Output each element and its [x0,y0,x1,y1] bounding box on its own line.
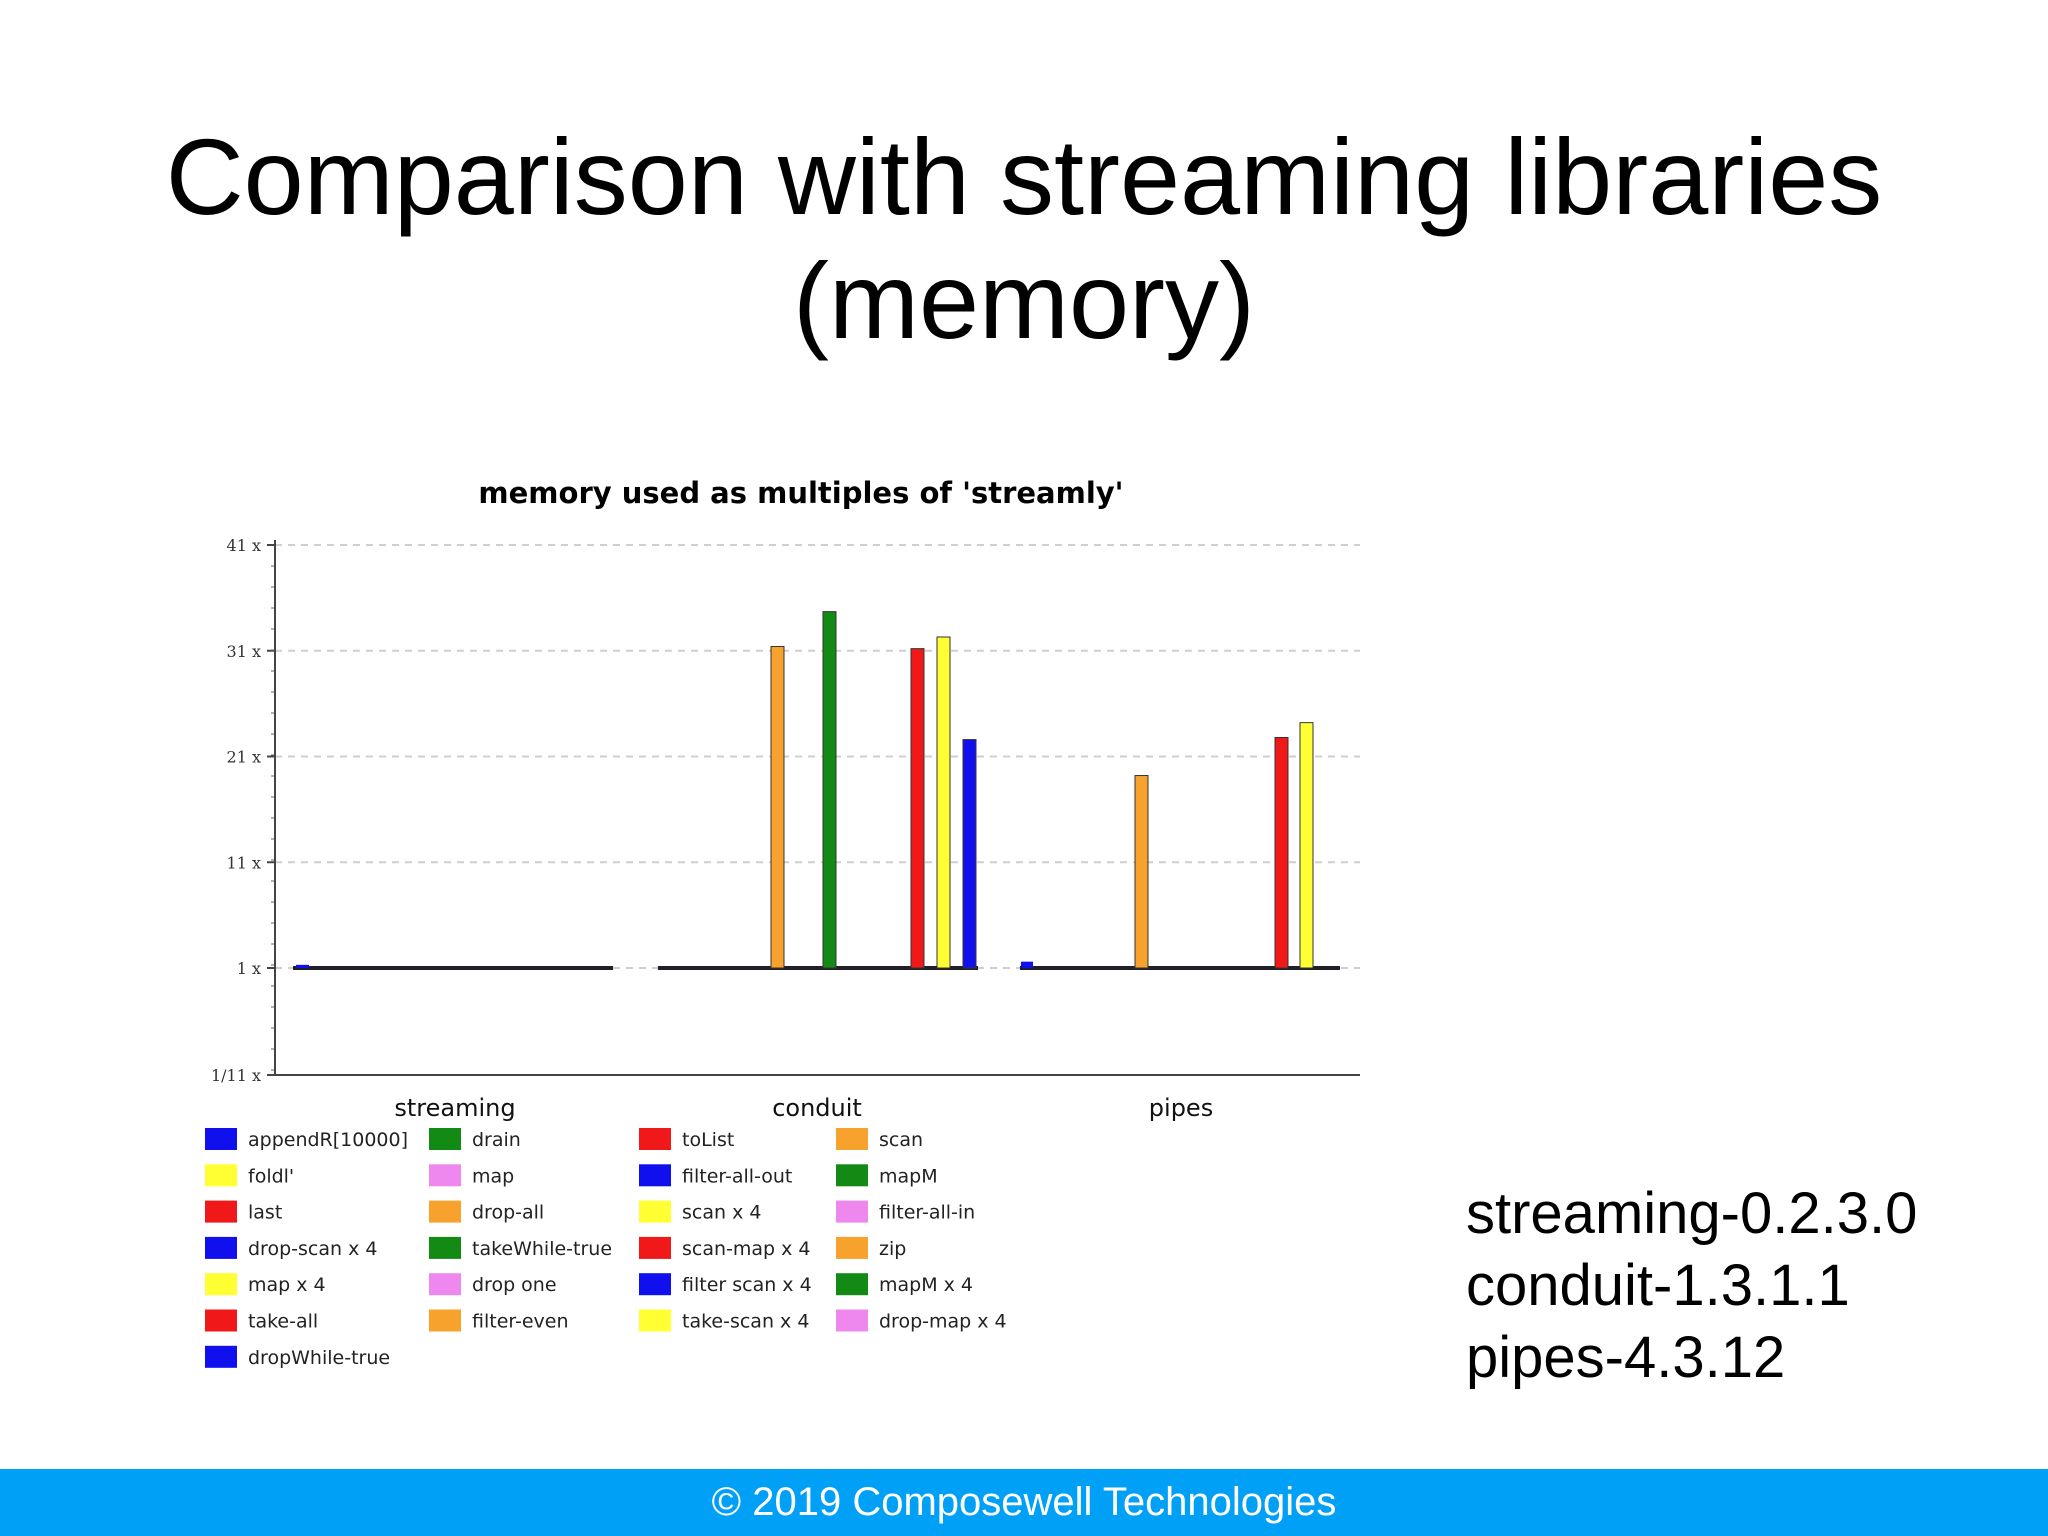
y-tick-label: 41 x [227,536,261,555]
legend-label: mapM x 4 [879,1274,973,1296]
slide-title-line-1: Comparison with streaming libraries [165,116,1883,237]
legend-swatch [429,1236,461,1259]
y-axis: 1/11 x 1 x 11 x 21 x 31 x 41 x [211,536,1360,1085]
legend-label: appendR[10000] [248,1129,408,1151]
legend-label: filter-all-out [682,1165,792,1187]
legend-label: map x 4 [248,1274,326,1296]
legend-label: drop-all [472,1202,544,1224]
baseline-bar-cluster [1020,966,1340,970]
bar [1134,775,1149,969]
legend-label: foldl' [248,1165,294,1187]
legend-label: filter scan x 4 [682,1274,812,1296]
legend-swatch [205,1273,237,1296]
legend-label: takeWhile-true [472,1238,612,1260]
legend: appendR[10000] drain toList scan foldl' map fi… [205,1128,1007,1369]
legend-label: mapM [879,1165,938,1187]
library-versions: streaming-0.2.3.0 conduit-1.3.1.1 pipes-… [1466,1178,1917,1394]
legend-label: map [472,1165,514,1187]
y-tick-label: 1/11 x [211,1066,261,1085]
legend-label: filter-even [472,1311,569,1333]
bar [770,646,785,969]
slide-title-line-2: (memory) [793,240,1255,361]
bar [1299,722,1314,969]
legend-swatch [205,1345,237,1368]
x-axis-category-labels: streaming conduit pipes [394,1094,1213,1122]
baseline-bar-cluster [293,966,613,970]
baseline-bar-cluster [658,966,978,970]
legend-swatch [836,1128,868,1150]
legend-swatch [429,1200,461,1223]
legend-label: scan [879,1129,923,1151]
bar [910,648,925,969]
grid-lines [275,544,1360,969]
category-label: conduit [772,1094,862,1122]
category-label: pipes [1149,1094,1213,1122]
legend-label: drop-scan x 4 [248,1238,377,1260]
legend-swatch [639,1200,671,1223]
legend-swatch [429,1273,461,1296]
legend-swatch [429,1164,461,1187]
legend-label: dropWhile-true [248,1347,390,1369]
bar [1021,961,1033,968]
copyright-footer: © 2019 Composewell Technologies [0,1469,2048,1536]
slide-title: Comparison with streaming libraries (mem… [0,115,2048,363]
version-conduit: conduit-1.3.1.1 [1466,1253,1850,1318]
legend-swatch [429,1128,461,1150]
legend-label: toList [682,1129,734,1151]
legend-label: drop-map x 4 [879,1311,1007,1333]
y-tick-label: 31 x [227,642,261,661]
bar [296,964,309,968]
bar [822,611,837,969]
y-tick-label: 1 x [237,959,261,978]
category-label: streaming [394,1094,515,1122]
legend-label: drain [472,1129,521,1151]
version-pipes: pipes-4.3.12 [1466,1325,1786,1390]
legend-swatch [205,1200,237,1223]
legend-label: zip [879,1238,906,1260]
bar [1274,736,1289,969]
legend-swatch [205,1128,237,1150]
legend-label: scan-map x 4 [682,1238,811,1260]
legend-swatch [639,1309,671,1332]
bar [962,739,977,969]
legend-label: last [248,1202,282,1224]
legend-swatch [639,1273,671,1296]
version-streaming: streaming-0.2.3.0 [1466,1181,1918,1246]
bar [936,636,951,969]
legend-label: scan x 4 [682,1202,761,1224]
legend-swatch [429,1309,461,1332]
legend-swatch [639,1164,671,1187]
legend-swatch [205,1164,237,1187]
legend-swatch [836,1309,868,1332]
memory-bar-chart: memory used as multiples of 'streamly' 1… [205,476,1360,1369]
legend-swatch [639,1236,671,1259]
legend-swatch [836,1236,868,1259]
legend-swatch [205,1309,237,1332]
legend-label: drop one [472,1274,557,1296]
bars [293,611,1340,970]
legend-swatch [639,1128,671,1150]
legend-label: take-all [248,1311,318,1333]
legend-swatch [836,1273,868,1296]
y-tick-label: 11 x [227,853,261,872]
legend-label: take-scan x 4 [682,1311,809,1333]
legend-swatch [205,1236,237,1259]
y-tick-label: 21 x [227,748,261,767]
legend-label: filter-all-in [879,1202,975,1224]
legend-swatch [836,1164,868,1187]
chart-title: memory used as multiples of 'streamly' [478,476,1123,510]
legend-swatch [836,1200,868,1223]
